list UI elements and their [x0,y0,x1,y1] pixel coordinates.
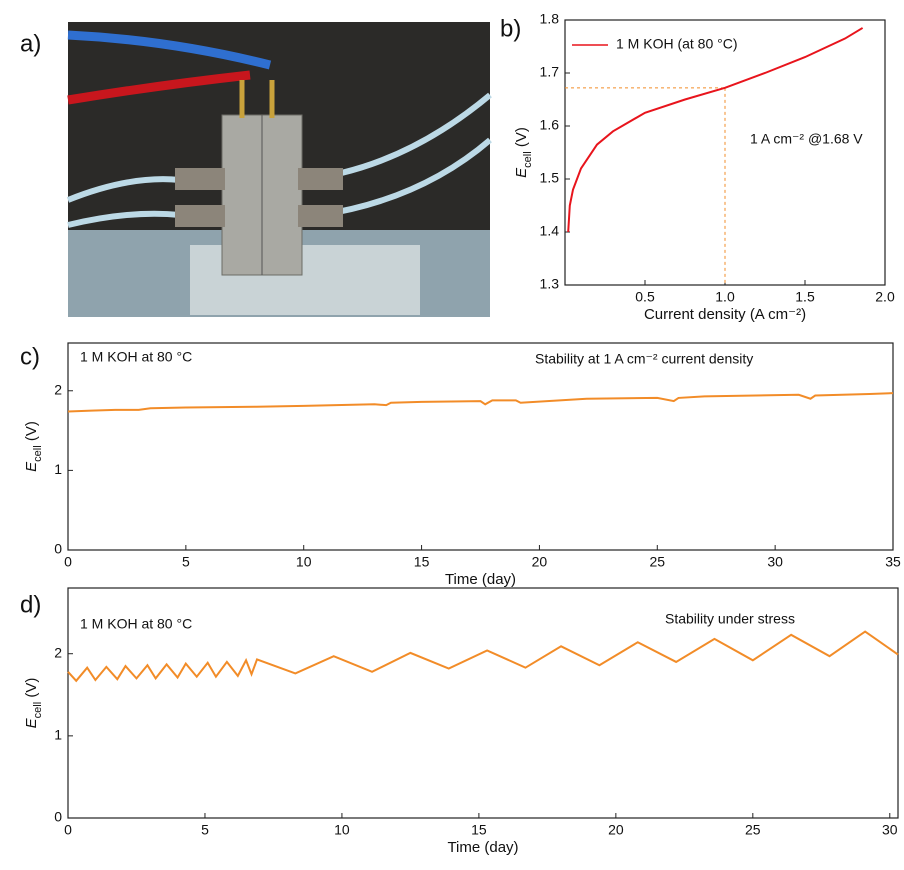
x-tick-label: 25 [649,554,665,570]
x-tick-label: 5 [182,554,190,570]
plot-frame [67,342,894,551]
x-tick-label: 15 [414,554,430,570]
y-label-unit: (V) [513,127,530,151]
y-axis-label: Ecell (V) [23,421,44,472]
y-tick-label: 1.8 [540,11,560,27]
x-tick-label: 15 [471,822,487,838]
photo-tubes [66,92,492,228]
x-tick-label: 5 [201,822,209,838]
x-tick-label: 0 [64,554,72,570]
x-axis-label: Time (day) [445,571,516,588]
y-tick-label: 1 [54,461,62,477]
annotation: Stability at 1 A cm⁻² current density [535,351,753,367]
y-tick-label: 1.4 [540,223,560,239]
x-tick-label: 35 [885,554,901,570]
y-label-subscript: cell [522,151,534,168]
y-tick-label: 1.7 [540,64,560,80]
y-label-unit: (V) [23,421,40,445]
x-tick-label: 0.5 [635,289,655,305]
x-tick-label: 1.5 [795,289,815,305]
plot-frame [67,587,899,819]
y-tick-label: 0 [54,541,62,557]
x-axis-label: Current density (A cm⁻²) [644,306,806,323]
y-axis-label: Ecell (V) [513,127,534,178]
photo-fitting [175,205,225,227]
photo [66,22,492,317]
y-tick-label: 1.3 [540,276,560,292]
annotation: 1 A cm⁻² @1.68 V [750,131,863,147]
photo-fitting [298,168,343,190]
data-line [567,27,864,233]
x-tick-label: 20 [532,554,548,570]
annotation: 1 M KOH at 80 °C [80,349,192,365]
y-tick-label: 1.6 [540,117,560,133]
y-axis-label: Ecell (V) [23,678,44,729]
x-tick-label: 10 [296,554,312,570]
annotation: 1 M KOH at 80 °C [80,616,192,632]
y-label-subscript: cell [32,445,44,462]
x-tick-label: 10 [334,822,350,838]
x-tick-label: 20 [608,822,624,838]
y-tick-label: 2 [54,644,62,660]
y-label-symbol: E [23,461,40,472]
x-tick-label: 25 [745,822,761,838]
data-line [67,392,894,413]
x-tick-label: 0 [64,822,72,838]
y-label-subscript: cell [32,702,44,719]
y-tick-label: 1.5 [540,170,560,186]
photo-cable-blue [67,30,272,70]
y-tick-label: 0 [54,809,62,825]
x-tick-label: 2.0 [875,289,895,305]
photo-fitting [175,168,225,190]
x-tick-label: 1.0 [715,289,735,305]
panel-label: c) [20,343,40,370]
panel-label: a) [20,30,41,57]
x-tick-label: 30 [767,554,783,570]
y-tick-label: 2 [54,381,62,397]
y-label-symbol: E [513,167,530,178]
panel-label: d) [20,591,41,618]
annotation: Stability under stress [665,611,795,627]
y-label-symbol: E [23,717,40,728]
legend-label: 1 M KOH (at 80 °C) [616,36,738,52]
y-label-unit: (V) [23,678,40,702]
x-tick-label: 30 [882,822,898,838]
x-axis-label: Time (day) [447,839,518,856]
panel-label: b) [500,15,521,42]
data-line [67,630,899,683]
photo-cable-red [67,70,251,105]
photo-fitting [298,205,343,227]
y-tick-label: 1 [54,727,62,743]
